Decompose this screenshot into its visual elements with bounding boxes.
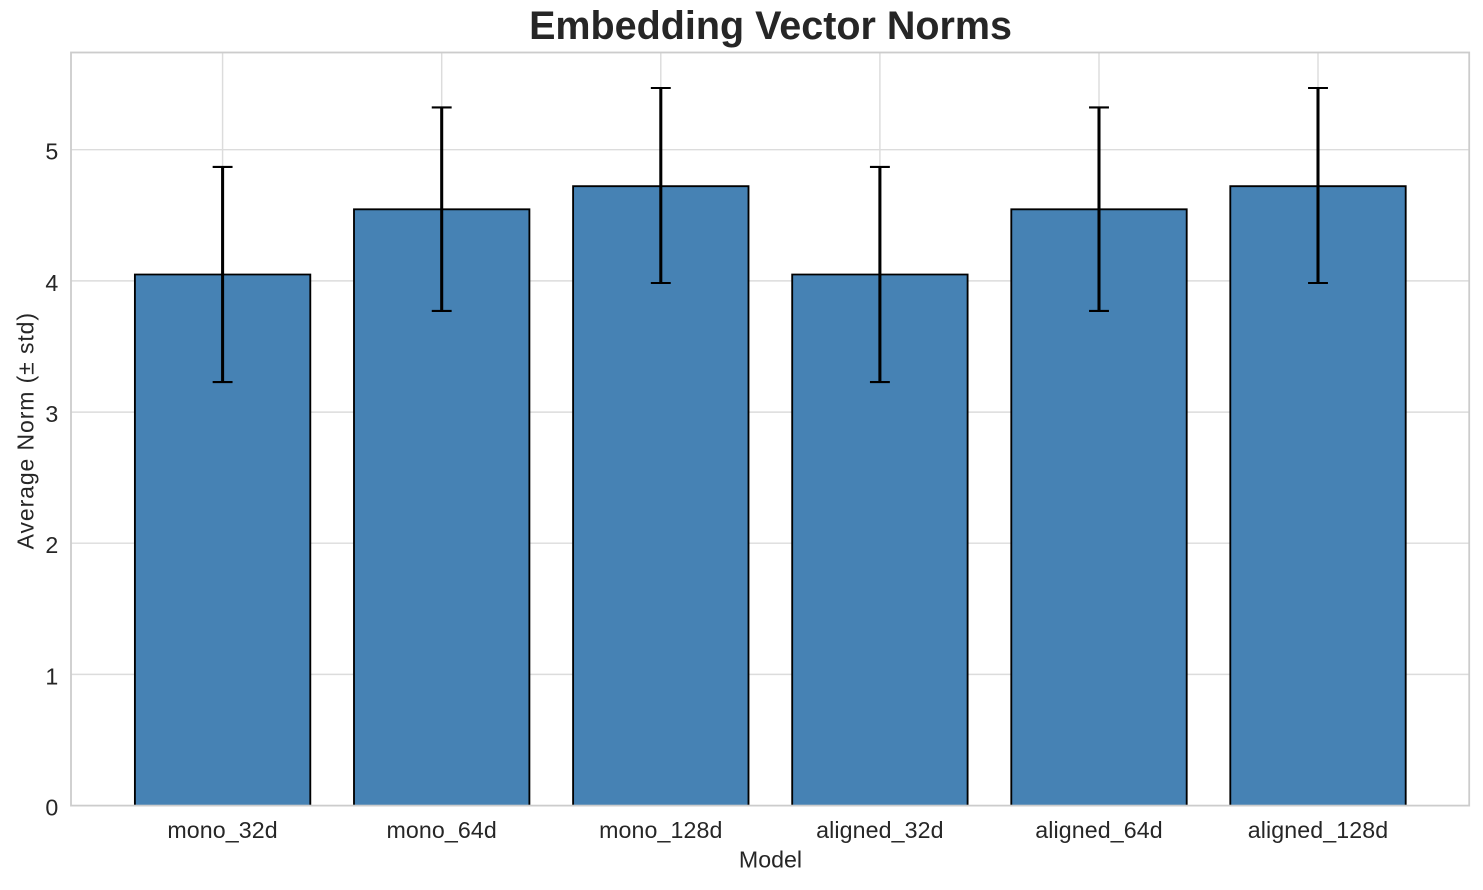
svg-text:5: 5	[45, 139, 58, 165]
svg-text:aligned_64d: aligned_64d	[1035, 817, 1162, 843]
svg-text:1: 1	[45, 663, 58, 689]
svg-text:0: 0	[45, 795, 58, 821]
svg-text:4: 4	[45, 270, 58, 296]
svg-text:aligned_32d: aligned_32d	[816, 817, 943, 843]
svg-text:mono_32d: mono_32d	[167, 817, 277, 843]
svg-text:3: 3	[45, 401, 58, 427]
svg-text:2: 2	[45, 532, 58, 558]
svg-text:Model: Model	[739, 846, 802, 872]
svg-text:mono_64d: mono_64d	[387, 817, 497, 843]
svg-text:Embedding Vector Norms: Embedding Vector Norms	[529, 4, 1012, 48]
svg-text:Average Norm (± std): Average Norm (± std)	[13, 312, 39, 549]
svg-text:mono_128d: mono_128d	[599, 817, 722, 843]
svg-text:aligned_128d: aligned_128d	[1248, 817, 1388, 843]
